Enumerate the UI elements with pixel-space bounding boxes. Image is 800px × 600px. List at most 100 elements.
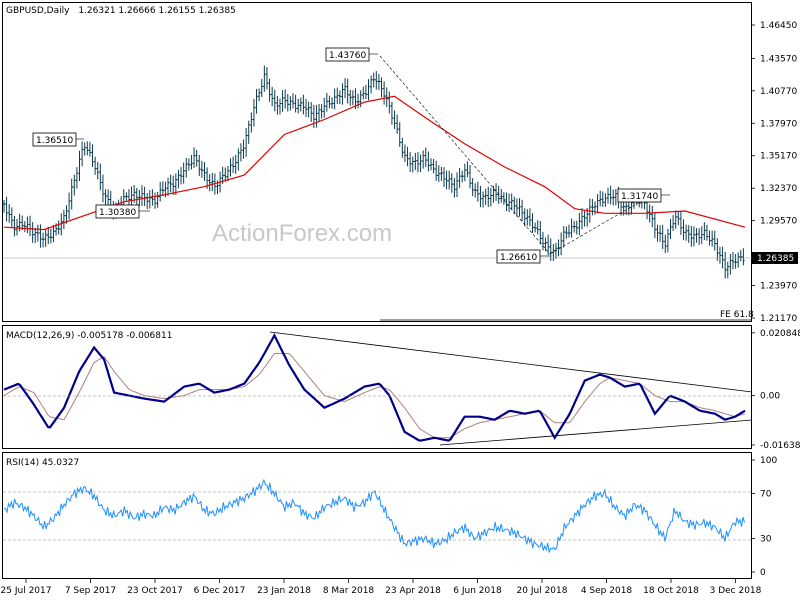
x-axis: 25 Jul 2017 7 Sep 2017 23 Oct 2017 6 Dec 20…	[1, 579, 762, 596]
ohlc-bar	[203, 162, 206, 181]
ohlc-bar	[257, 88, 261, 102]
ohlc-bar	[335, 87, 339, 105]
price-annotations: 1.36510 1.30380 1.43760 1.26610 1.31740 …	[3, 47, 754, 321]
ohlc-bar	[653, 211, 657, 239]
ohlc-bar	[145, 192, 149, 210]
ohlc-bar	[549, 238, 553, 261]
rsi-tick-label: 70	[760, 490, 772, 500]
ohlc-bar	[197, 154, 201, 176]
label-fe-61-8: FE 61.8	[720, 310, 754, 320]
ohlc-bar	[674, 210, 678, 229]
ohlc-bar	[489, 187, 493, 207]
ohlc-bar	[317, 103, 321, 122]
ohlc-bar	[255, 88, 258, 114]
ohlc-bar	[403, 144, 407, 163]
ohlc-bar	[703, 222, 706, 240]
x-tick-label: 8 Mar 2018	[323, 586, 375, 596]
ohlc-bar	[104, 189, 107, 205]
ohlc-bar	[179, 167, 183, 185]
x-tick-label: 7 Sep 2017	[65, 586, 116, 596]
ohlc-bar	[143, 186, 146, 207]
macd-trendline-upper	[269, 331, 753, 393]
label-143760: 1.43760	[329, 51, 366, 61]
ohlc-bar	[130, 186, 133, 207]
macd-trendline-lower	[439, 419, 753, 446]
ohlc-bar	[294, 94, 297, 113]
macd-tick-label: -0.016389	[760, 441, 800, 451]
ohlc-bar	[309, 102, 313, 122]
ohlc-bar	[570, 218, 573, 238]
ohlc-bar	[726, 261, 730, 279]
ohlc-label: 1.26321 1.26666 1.26155 1.26385	[78, 6, 235, 16]
ohlc-bar	[361, 86, 365, 100]
ohlc-bar	[44, 229, 47, 247]
ohlc-bar	[432, 158, 435, 174]
ohlc-bar	[416, 152, 420, 173]
ohlc-bar	[67, 192, 71, 220]
macd-title: MACD(12,26,9) -0.005178 -0.006811	[6, 331, 172, 341]
ohlc-bar	[437, 165, 441, 182]
price-tick-label: 1.21170	[760, 314, 797, 324]
label-130380: 1.30380	[99, 208, 136, 218]
ohlc-bar	[611, 189, 615, 206]
label-136510: 1.36510	[36, 136, 73, 146]
ohlc-bar	[567, 224, 571, 238]
label-131740: 1.31740	[621, 192, 658, 202]
ohlc-bar	[289, 96, 292, 111]
ohlc-bar	[677, 211, 680, 226]
ohlc-bar	[250, 112, 253, 133]
ohlc-bar	[716, 238, 719, 261]
ohlc-bar	[476, 181, 480, 202]
price-tick-label: 1.23970	[760, 282, 797, 292]
ohlc-bar	[247, 120, 251, 144]
ohlc-bar	[328, 95, 331, 109]
ohlc-bar	[658, 225, 662, 242]
ohlc-bar	[2, 200, 6, 213]
ohlc-bar	[156, 191, 159, 208]
ohlc-bar	[273, 89, 277, 112]
ohlc-bar	[401, 137, 404, 158]
ohlc-bar	[572, 220, 576, 233]
ohlc-bar	[72, 174, 76, 196]
ohlc-bar	[153, 192, 157, 209]
rsi-panel-frame	[2, 452, 752, 579]
ohlc-bar	[351, 90, 355, 106]
ohlc-bar	[575, 220, 579, 235]
ohlc-bar	[252, 98, 256, 127]
ohlc-bar	[742, 248, 745, 266]
ohlc-bar	[393, 110, 396, 130]
ohlc-bar	[398, 122, 402, 147]
ohlc-bar	[244, 128, 248, 157]
ohlc-bar	[390, 101, 394, 125]
ohlc-bar	[286, 94, 290, 112]
ohlc-bar	[192, 147, 196, 168]
current-price-box	[752, 252, 798, 264]
ohlc-bar	[93, 156, 97, 175]
ohlc-bar	[184, 158, 188, 178]
ohlc-bar	[140, 185, 144, 207]
ohlc-bar	[302, 94, 305, 115]
ohlc-bar	[507, 193, 511, 213]
ohlc-bar	[528, 208, 532, 227]
ohlc-bar	[539, 221, 542, 245]
ohlc-bar	[536, 220, 540, 235]
ohlc-bar	[367, 79, 370, 101]
ohlc-bar	[666, 229, 670, 253]
ohlc-bar	[322, 97, 326, 118]
ohlc-bar	[468, 164, 472, 189]
ohlc-bar	[338, 90, 342, 105]
ohlc-bar	[512, 196, 516, 215]
ohlc-bar	[265, 67, 269, 90]
ohlc-bar	[96, 162, 100, 180]
ohlc-bar	[283, 89, 287, 109]
x-tick-label: 23 Oct 2017	[127, 586, 183, 596]
ohlc-bar	[650, 205, 654, 228]
ohlc-bar	[692, 226, 696, 247]
ohlc-bar	[385, 87, 389, 107]
ohlc-bar	[609, 185, 612, 205]
ohlc-bar	[356, 93, 360, 109]
ohlc-bar	[83, 142, 87, 156]
ohlc-bar	[723, 251, 727, 279]
ohlc-bar	[471, 178, 474, 197]
ohlc-bar	[296, 99, 300, 114]
